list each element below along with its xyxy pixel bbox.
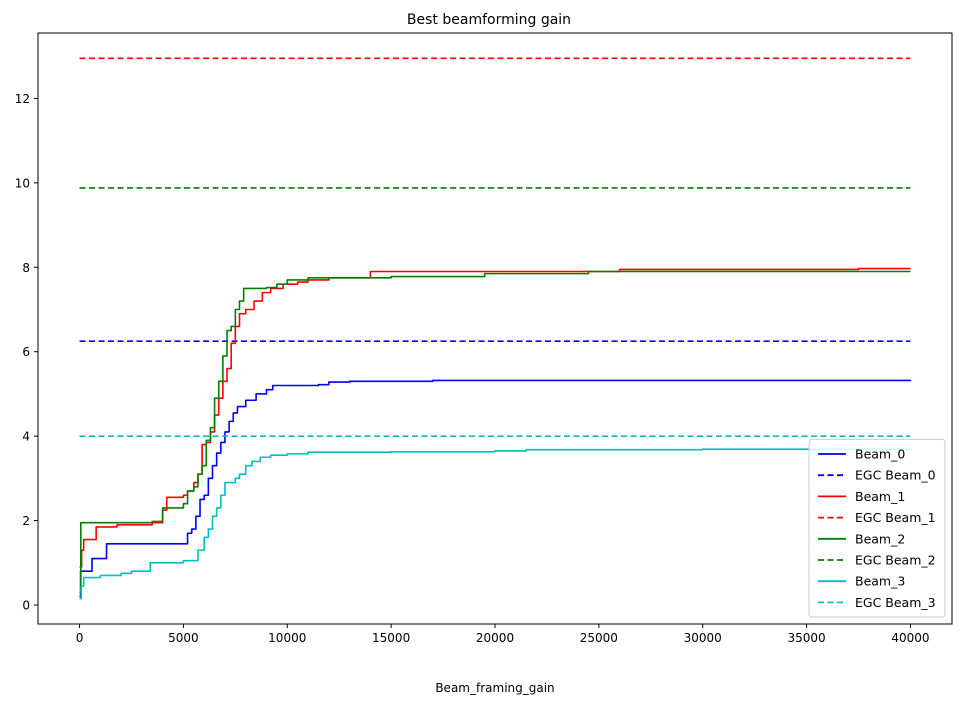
x-tick-label: 30000 [684, 631, 722, 645]
x-tick-label: 40000 [891, 631, 929, 645]
x-axis: 0 5000 10000 15000 20000 25000 30000 35000 40000 [76, 624, 930, 645]
chart-title: Best beamforming gain [407, 12, 571, 28]
y-tick-label: 8 [22, 261, 30, 275]
x-tick-label: 15000 [372, 631, 410, 645]
y-tick-label: 4 [22, 430, 30, 444]
legend: Beam_0 EGC Beam_0 Beam_1 EGC Beam_1 Beam_2 EG… [808, 438, 946, 618]
legend-label: EGC Beam_3 [855, 595, 936, 610]
legend-box [808, 438, 946, 618]
x-tick-label: 10000 [268, 631, 306, 645]
legend-label: Beam_3 [855, 574, 905, 589]
legend-label: Beam_1 [855, 489, 905, 504]
y-tick-label: 10 [15, 176, 30, 190]
series-line-beam_3 [79, 448, 912, 600]
x-tick-label: 35000 [787, 631, 825, 645]
legend-label: Beam_2 [855, 531, 905, 546]
x-tick-label: 20000 [476, 631, 514, 645]
x-tick-label: 0 [76, 631, 84, 645]
legend-label: EGC Beam_0 [855, 468, 936, 483]
series-line-beam_2 [79, 270, 911, 594]
y-tick-label: 12 [15, 92, 30, 106]
y-tick-label: 6 [22, 345, 30, 359]
series-line-beam_0 [79, 379, 912, 598]
series-line-beam_1 [79, 267, 911, 568]
y-axis: 0 2 4 6 8 10 12 [15, 92, 38, 613]
x-axis-label: Beam_framing_gain [435, 681, 554, 695]
x-tick-label: 25000 [580, 631, 618, 645]
y-tick-label: 2 [22, 514, 30, 528]
y-tick-label: 0 [22, 599, 30, 613]
x-tick-label: 5000 [168, 631, 199, 645]
series-layer [79, 57, 912, 600]
legend-label: EGC Beam_2 [855, 553, 936, 568]
legend-label: Beam_0 [855, 447, 905, 462]
legend-label: EGC Beam_1 [855, 510, 936, 525]
